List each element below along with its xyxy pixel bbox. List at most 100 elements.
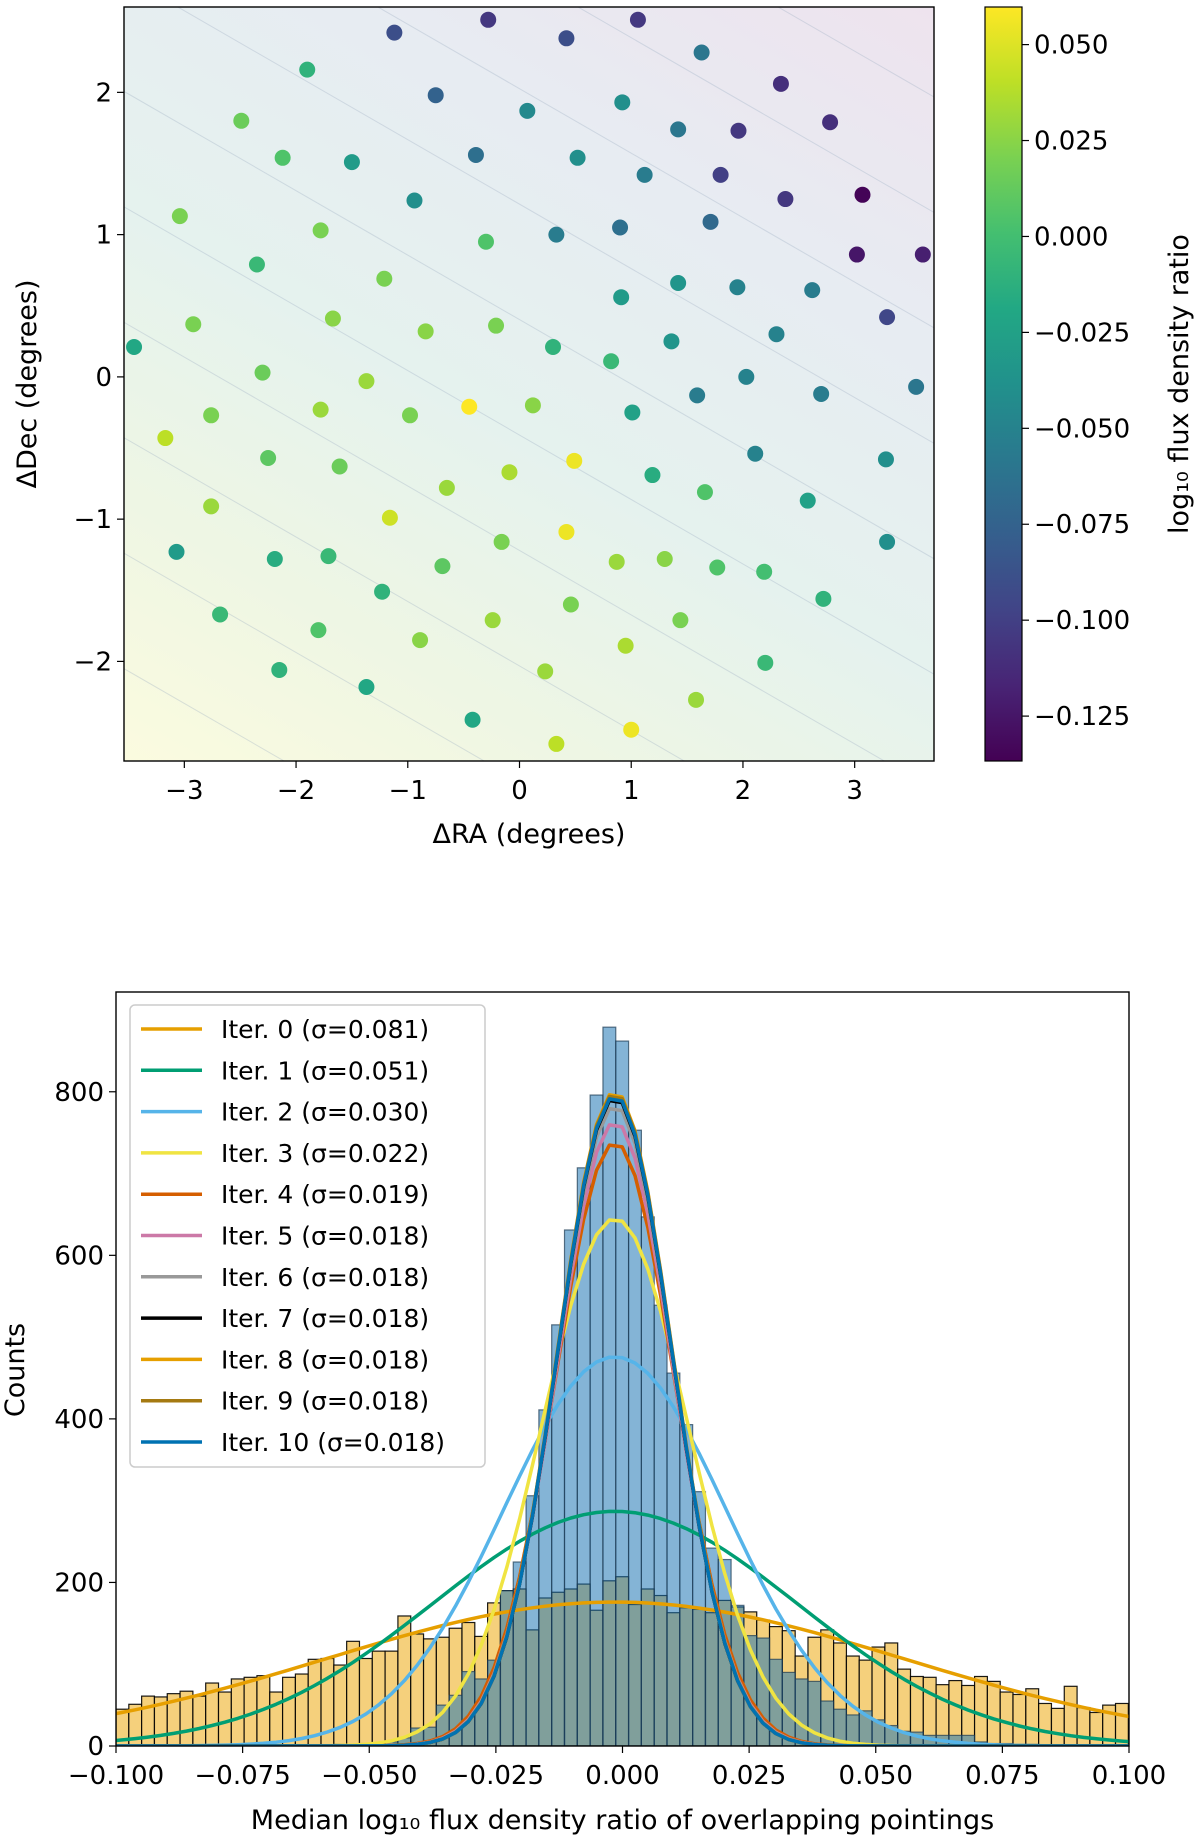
pointing-marker <box>729 279 746 296</box>
contour-line <box>124 437 686 761</box>
pointing-marker <box>212 606 229 623</box>
pointing-marker <box>614 94 631 111</box>
pointing-marker <box>358 373 375 390</box>
legend-entry: Iter. 7 (σ=0.018) <box>221 1304 429 1333</box>
pointing-marker <box>879 309 896 326</box>
pointing-marker <box>248 256 265 273</box>
colorbar-tick-label: −0.125 <box>1034 702 1130 732</box>
pointing-marker <box>608 553 625 570</box>
pointing-marker <box>434 558 451 575</box>
pointing-marker <box>271 661 288 678</box>
fit-curve <box>116 1097 1129 1746</box>
histogram-bar-final <box>627 1129 642 1746</box>
pointing-marker <box>358 679 375 696</box>
pointing-marker <box>312 401 329 418</box>
histogram-bar-final <box>666 1372 681 1746</box>
pointing-marker <box>412 632 429 649</box>
y-tick-label: −2 <box>74 647 112 677</box>
y-tick-label: 800 <box>54 1078 104 1108</box>
legend-box <box>129 1004 486 1468</box>
pointing-marker <box>848 246 865 263</box>
fit-curve <box>116 1106 1129 1746</box>
pointing-marker <box>768 326 785 343</box>
pointing-marker <box>464 711 481 728</box>
x-axis-label: ΔRA (degrees) <box>433 819 626 850</box>
pointing-marker <box>203 407 220 424</box>
pointing-marker <box>612 219 629 236</box>
pointing-marker <box>656 550 673 567</box>
pointing-marker <box>822 114 839 131</box>
colorbar-label: log₁₀ flux density ratio <box>1164 234 1195 534</box>
contour-line <box>124 90 934 560</box>
pointing-marker <box>908 378 925 395</box>
pointing-marker <box>558 30 575 47</box>
y-tick-label: 400 <box>54 1405 104 1435</box>
histogram-bar-initial <box>217 1691 232 1746</box>
pointing-marker <box>738 368 755 385</box>
pointing-marker <box>324 310 341 327</box>
pointing-marker <box>696 484 713 501</box>
histogram-bar-initial <box>358 1657 373 1746</box>
pointing-marker <box>467 146 484 163</box>
y-tick-label: 200 <box>54 1568 104 1598</box>
pointing-marker <box>320 548 337 565</box>
pointing-marker <box>537 663 554 680</box>
pointing-marker <box>670 121 687 138</box>
legend-entry: Iter. 4 (σ=0.019) <box>221 1180 429 1209</box>
histogram-bar-final <box>756 1637 771 1746</box>
y-tick-label: 600 <box>54 1241 104 1271</box>
x-tick-label: 0.025 <box>712 1761 786 1791</box>
pointing-marker <box>171 208 188 225</box>
pointing-marker <box>274 149 291 166</box>
x-tick-label: 2 <box>735 776 752 806</box>
histogram-bar-final <box>653 1304 668 1746</box>
histogram-bar-final <box>961 1734 976 1746</box>
x-tick-label: −0.025 <box>448 1761 544 1791</box>
pointing-marker <box>477 233 494 250</box>
pointing-marker <box>689 387 706 404</box>
pointing-marker <box>266 550 283 567</box>
legend-entry: Iter. 10 (σ=0.018) <box>221 1428 445 1457</box>
pointing-marker <box>386 24 403 41</box>
x-tick-label: −1 <box>389 776 427 806</box>
pointing-marker <box>603 353 620 370</box>
legend-entry: Iter. 8 (σ=0.018) <box>221 1345 429 1374</box>
pointing-marker <box>670 274 687 291</box>
pointing-marker <box>480 11 497 28</box>
fit-curve <box>116 1143 1129 1746</box>
histogram-bar-initial <box>999 1691 1014 1746</box>
pointing-marker <box>484 612 501 629</box>
contour-line <box>124 552 486 761</box>
pointing-marker <box>488 317 505 334</box>
pointing-marker <box>381 509 398 526</box>
pointing-marker <box>879 533 896 550</box>
x-tick-label: 0.100 <box>1092 1761 1166 1791</box>
x-tick-label: 3 <box>846 776 863 806</box>
pointing-marker <box>406 192 423 209</box>
pointing-marker <box>524 397 541 414</box>
pointing-marker <box>254 364 271 381</box>
pointing-marker <box>569 149 586 166</box>
plane-fit-background <box>124 7 934 761</box>
pointing-marker <box>777 191 794 208</box>
pointing-marker <box>566 452 583 469</box>
pointing-marker <box>617 637 634 654</box>
pointing-marker <box>799 492 816 509</box>
y-tick-label: 1 <box>95 221 112 251</box>
legend-entry: Iter. 1 (σ=0.051) <box>221 1056 429 1085</box>
contour-line <box>124 206 934 675</box>
pointing-marker <box>558 523 575 540</box>
pointing-marker <box>126 339 143 356</box>
y-axis-label: Counts <box>0 1323 31 1417</box>
pointing-marker <box>312 222 329 239</box>
histogram-bar-initial <box>1038 1702 1053 1746</box>
y-tick-label: −1 <box>74 505 112 535</box>
x-tick-label: −0.075 <box>195 1761 291 1791</box>
pointing-marker <box>644 467 661 484</box>
pointing-marker <box>702 213 719 230</box>
pointing-marker <box>877 451 894 468</box>
pointing-marker <box>747 445 764 462</box>
histogram-bar-initial <box>281 1676 297 1746</box>
pointing-marker <box>772 75 789 92</box>
pointing-marker <box>854 186 871 203</box>
